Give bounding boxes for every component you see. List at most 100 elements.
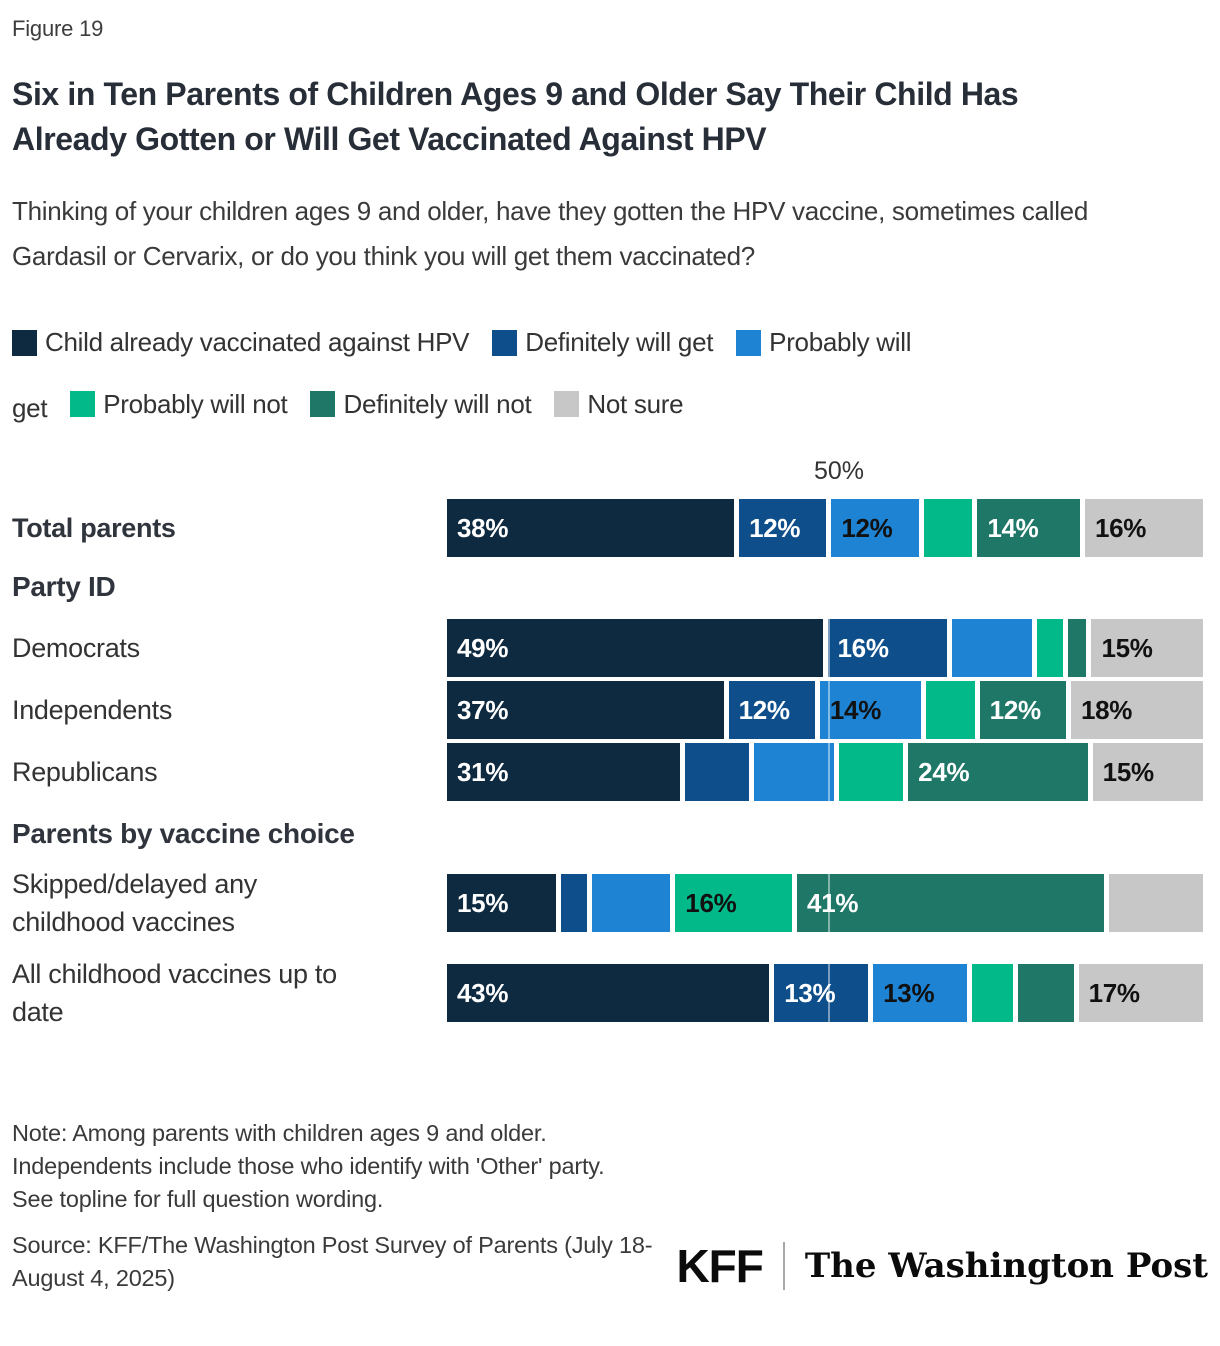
row-label: Total parents [12,513,176,543]
bar-segment-blue: 16% [827,619,952,677]
segment-value-label: 41% [807,887,859,918]
segment-value-label: 49% [457,632,509,663]
bar-segment-gray: 15% [1092,743,1208,801]
bar-segment-green [923,499,978,557]
segment-value-label: 18% [1080,694,1133,725]
stacked-bar: 38% 12% 12% 14% 16% [447,499,1208,557]
bar-segment-teal [1017,964,1079,1022]
bar-segment-blue: 12% [728,681,820,739]
bar-segment-teal: 12% [979,681,1071,739]
bar-segment-green: 16% [675,874,798,932]
legend-label: Probably will not [103,388,288,419]
bar-segment-lightblue [951,619,1038,677]
bar-segment-lightblue [754,743,839,801]
legend-item: Probably will [736,314,912,371]
washington-post-logo: The Washington Post [804,1246,1208,1286]
legend-label: Definitely will get [525,327,714,357]
segment-value-label: 31% [457,756,509,787]
row-label: Skipped/delayed any childhood vaccines [12,869,257,937]
chart-title: Six in Ten Parents of Children Ages 9 an… [12,76,1019,157]
bar-segment-navy: 15% [447,874,562,932]
bar-segment-gray: 16% [1084,499,1208,557]
chart-row: Skipped/delayed any childhood vaccines 15%… [12,865,1208,941]
stacked-bar: 31% 24% 15% [447,743,1208,801]
segment-value-label: 12% [989,694,1041,725]
footer: Note: Among parents with children ages 9… [0,1117,1220,1295]
axis-tick-50: 50% [12,457,1208,489]
bar-segment-lightblue: 13% [873,964,973,1022]
legend-swatch-blue [492,329,518,356]
segment-value-label: 15% [457,887,509,918]
segment-value-label: 12% [841,512,893,543]
note-line: See topline for full question wording. [12,1186,384,1212]
logo-divider-line [782,1242,785,1290]
segment-value-label: 43% [457,977,509,1008]
stacked-bar: 49% 16% 15% [447,619,1208,677]
legend-item: Child already vaccinated against HPV [12,314,470,371]
legend-swatch-lightblue [736,329,762,356]
legend-label: get [12,393,48,423]
bar-segment-lightblue: 14% [819,681,927,739]
legend: Child already vaccinated against HPV Defi… [12,314,1208,437]
bar-segment-green [926,681,980,739]
bar-segment-teal: 14% [977,499,1085,557]
stacked-bar-chart: 50% Total parents 38% 12% 12% 14% 16% Party ID… [12,457,1208,1031]
legend-item: Not sure [554,376,684,433]
legend-label: Definitely will not [343,388,532,419]
bar-segment-navy: 38% [447,499,740,557]
segment-value-label: 17% [1088,977,1140,1008]
source-line: Source: KFF/The Washington Post Survey o… [12,1232,653,1258]
logos: KFF The Washington Post [676,1239,1208,1295]
chart-row: Democrats 49% 16% 15% [12,619,1208,677]
segment-value-label: 13% [784,977,836,1008]
note-line: Independents include those who identify … [12,1153,605,1179]
legend-label: Child already vaccinated against HPV [45,327,470,357]
figure-page: Figure 19 Six in Ten Parents of Children… [12,16,1208,1031]
bar-segment-green [839,743,909,801]
bar-segment-green [972,964,1018,1022]
segment-value-label: 14% [829,694,882,725]
segment-value-label: 14% [987,512,1039,543]
segment-value-label: 37% [457,694,509,725]
note-text: Note: Among parents with children ages 9… [12,1117,1208,1216]
segment-value-label: 15% [1102,756,1154,787]
legend-line-1: Child already vaccinated against HPV Defi… [12,314,1208,376]
segment-value-label: 16% [837,632,889,663]
source-text: Source: KFF/The Washington Post Survey o… [12,1229,653,1295]
segment-value-label: 15% [1101,632,1153,663]
legend-item: get [12,380,48,437]
source-row: Source: KFF/The Washington Post Survey o… [12,1229,1208,1295]
bar-segment-teal: 24% [908,743,1093,801]
group-header: Parents by vaccine choice [12,818,355,849]
bar-segment-blue [685,743,755,801]
legend-line-2: get Probably will not Definitely will not N… [12,376,1208,438]
bar-segment-navy: 49% [447,619,828,677]
segment-value-label: 12% [738,694,790,725]
group-header: Party ID [12,571,116,602]
legend-item: Probably will not [70,376,288,433]
chart-subtitle: Thinking of your children ages 9 and old… [12,196,1088,271]
bar-segment-blue: 12% [739,499,832,557]
segment-value-label: 12% [749,512,801,543]
axis-tick-label: 50% [813,457,865,485]
stacked-bar: 15% 16% 41% [447,874,1208,932]
legend-label: Not sure [587,388,684,419]
chart-row: Independents 37% 12% 14% 12% 18% [12,681,1208,739]
legend-swatch-green [70,391,96,417]
bar-segment-gray: 18% [1070,681,1208,739]
segment-value-label: 16% [685,887,737,918]
bar-segment-navy: 43% [447,964,775,1022]
stacked-bar: 43% 13% 13% 17% [447,964,1208,1022]
bar-segment-navy: 37% [447,681,729,739]
row-label: Democrats [12,633,140,663]
bar-segment-lightblue: 12% [831,499,924,557]
bar-segment-teal [1068,619,1092,677]
chart-row: Total parents 38% 12% 12% 14% 16% [12,499,1208,557]
source-line: August 4, 2025) [12,1265,175,1291]
bar-segment-blue [561,874,592,932]
bar-segment-gray: 17% [1078,964,1208,1022]
segment-value-label: 13% [883,977,935,1008]
legend-swatch-navy [12,329,37,356]
legend-item: Definitely will get [492,314,713,371]
legend-item: Definitely will not [310,376,532,433]
